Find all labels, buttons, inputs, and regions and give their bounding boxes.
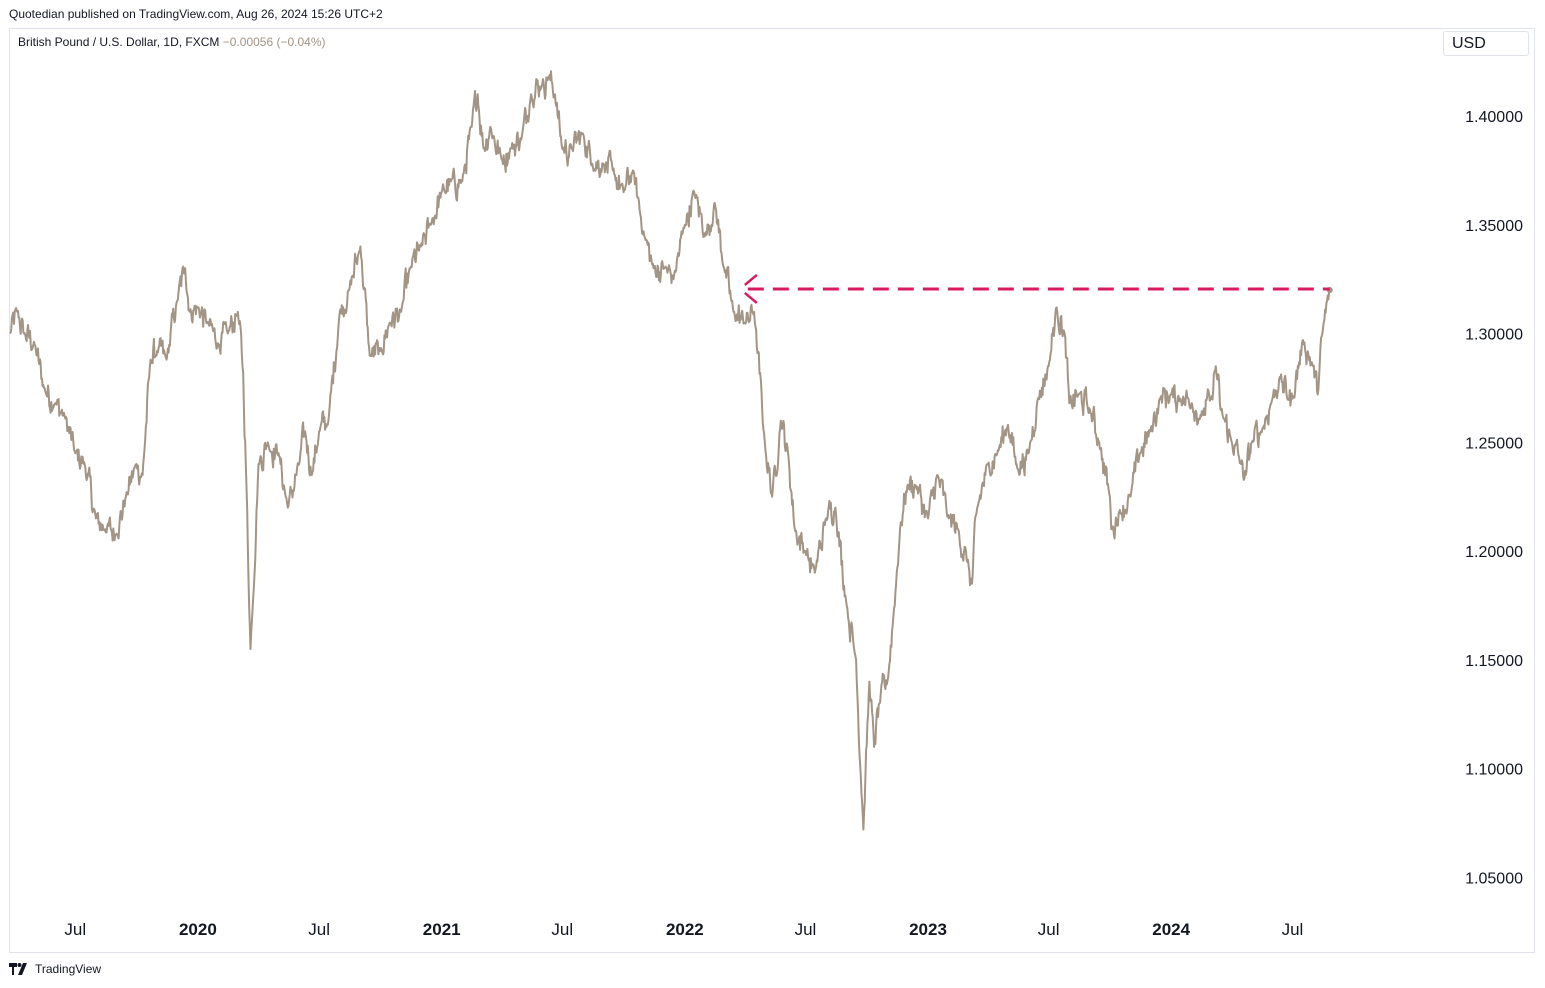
y-tick-label: 1.10000 — [1465, 762, 1523, 779]
currency-badge[interactable]: USD — [1443, 31, 1529, 56]
y-tick-label: 1.20000 — [1465, 544, 1523, 561]
published-byline: Quotedian published on TradingView.com, … — [9, 7, 383, 21]
symbol-change: −0.00056 (−0.04%) — [222, 35, 326, 49]
symbol-name: British Pound / U.S. Dollar, 1D, FXCM — [18, 35, 220, 49]
footer-brand[interactable]: TradingView — [9, 962, 101, 976]
y-tick-label: 1.35000 — [1465, 218, 1523, 235]
gbpusd-price-line — [9, 70, 1331, 831]
x-tick-label: 2020 — [179, 920, 217, 939]
chart-frame — [9, 28, 1535, 953]
y-tick-label: 1.40000 — [1465, 109, 1523, 126]
arrowhead-left-icon — [744, 273, 758, 304]
series-layer — [9, 70, 1333, 831]
tradingview-logo-icon — [9, 963, 27, 975]
x-tick-label: 2023 — [909, 920, 947, 939]
x-tick-label: Jul — [795, 920, 817, 939]
y-tick-label: 1.15000 — [1465, 653, 1523, 670]
symbol-legend[interactable]: British Pound / U.S. Dollar, 1D, FXCM −0… — [18, 35, 326, 49]
y-tick-label: 1.30000 — [1465, 327, 1523, 344]
y-axis: 1.05000 1.10000 1.15000 1.20000 1.25000 1.300… — [1465, 109, 1523, 887]
x-tick-label: Jul — [551, 920, 573, 939]
y-tick-label: 1.05000 — [1465, 870, 1523, 887]
y-tick-label: 1.25000 — [1465, 435, 1523, 452]
x-tick-label: Jul — [1282, 920, 1304, 939]
x-axis: Jul 2020 Jul 2021 Jul 2022 Jul 2023 Jul 2024 Jul — [64, 920, 1303, 939]
x-tick-label: 2022 — [666, 920, 704, 939]
x-tick-label: Jul — [308, 920, 330, 939]
x-tick-label: 2021 — [423, 920, 461, 939]
x-tick-label: 2024 — [1152, 920, 1190, 939]
annotation-layer — [744, 273, 1330, 304]
footer-brand-label: TradingView — [35, 962, 102, 976]
x-tick-label: Jul — [1038, 920, 1060, 939]
x-tick-label: Jul — [64, 920, 86, 939]
